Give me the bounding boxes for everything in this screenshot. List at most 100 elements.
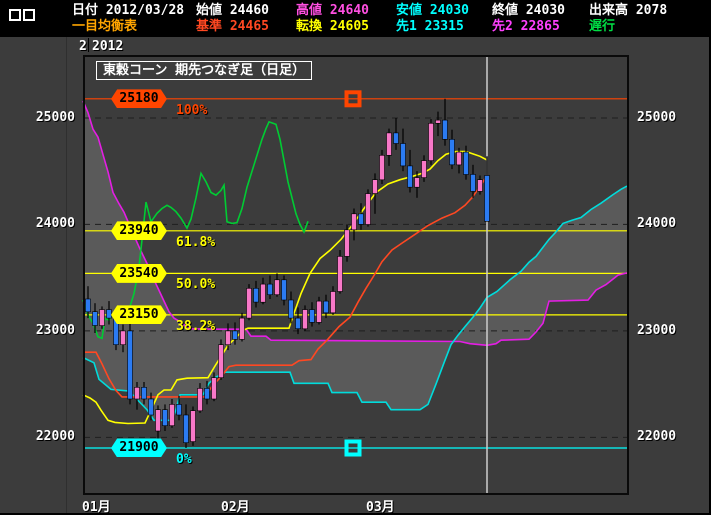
candle bbox=[225, 330, 231, 345]
candle bbox=[85, 298, 91, 313]
candle bbox=[176, 404, 182, 416]
y-axis-label: 23000 bbox=[35, 322, 75, 338]
header-high: 高値 24640 bbox=[296, 3, 369, 18]
fib-percent-label: 61.8% bbox=[176, 234, 216, 250]
candle bbox=[463, 151, 469, 175]
candle bbox=[204, 388, 210, 400]
candle bbox=[302, 309, 308, 330]
candle bbox=[351, 213, 357, 231]
candle bbox=[435, 119, 441, 124]
header-date: 日付 2012/03/28 bbox=[72, 3, 185, 18]
window-edge-bottom bbox=[0, 513, 711, 515]
candle bbox=[267, 283, 273, 296]
candle bbox=[288, 299, 294, 319]
candle bbox=[449, 139, 455, 166]
candle bbox=[344, 229, 350, 257]
fib-level-badge[interactable]: 23540 bbox=[111, 263, 167, 283]
header-open: 始値 24460 bbox=[196, 3, 269, 18]
kijun-line bbox=[83, 174, 488, 398]
fib-handle[interactable] bbox=[344, 439, 362, 457]
fib-level-badge[interactable]: 23940 bbox=[111, 221, 167, 241]
candle bbox=[477, 179, 483, 192]
header-volume: 出来高 2078 bbox=[589, 3, 668, 18]
panel-divider bbox=[66, 37, 67, 515]
candle bbox=[162, 409, 168, 427]
fib-handle[interactable] bbox=[344, 90, 362, 108]
year-tick bbox=[88, 38, 89, 52]
header-senkou1: 先1 23315 bbox=[396, 19, 464, 34]
header-bar: 日付 2012/03/28 始値 24460 高値 24640 安値 24030… bbox=[0, 0, 711, 37]
candle bbox=[183, 414, 189, 444]
candle bbox=[365, 193, 371, 225]
chart-title: 東穀コーン 期先つなぎ足（日足） bbox=[96, 61, 313, 80]
candle bbox=[134, 386, 140, 400]
y-axis-label: 25000 bbox=[637, 110, 677, 125]
header-low: 安値 24030 bbox=[396, 3, 469, 18]
candle bbox=[470, 174, 476, 192]
candle bbox=[442, 119, 448, 140]
fib-level-badge[interactable]: 21900 bbox=[111, 438, 167, 458]
senkou-span-b-line bbox=[82, 100, 628, 347]
candle bbox=[127, 330, 133, 400]
header-kijun: 基準 24465 bbox=[196, 19, 269, 34]
candle bbox=[274, 279, 280, 295]
candle bbox=[141, 386, 147, 400]
candle bbox=[407, 165, 413, 188]
y-axis-label: 24000 bbox=[35, 216, 75, 232]
window-edge-right bbox=[709, 0, 711, 515]
candle bbox=[106, 309, 112, 319]
candle bbox=[428, 123, 434, 161]
candle bbox=[386, 132, 392, 156]
candle bbox=[190, 410, 196, 442]
header-chikou: 遅行 bbox=[589, 19, 616, 34]
plot-frame bbox=[83, 55, 629, 495]
candle bbox=[197, 388, 203, 412]
x-axis-month-label: 01月 bbox=[82, 500, 111, 515]
candle bbox=[309, 309, 315, 323]
candle bbox=[414, 177, 420, 188]
candle bbox=[393, 132, 399, 144]
candle bbox=[358, 213, 364, 225]
header-ichimoku-label: 一目均衡表 bbox=[72, 19, 138, 34]
year-label: 2012 bbox=[92, 39, 124, 54]
ichimoku-cloud bbox=[83, 101, 627, 421]
candle bbox=[295, 317, 301, 330]
candle bbox=[484, 175, 490, 222]
year-prefix: 2 bbox=[79, 39, 87, 54]
candle bbox=[316, 300, 322, 323]
header-tenkan: 転換 24605 bbox=[296, 19, 369, 34]
candle bbox=[400, 143, 406, 167]
window-icon[interactable] bbox=[9, 9, 21, 21]
y-axis-label: 22000 bbox=[35, 429, 75, 445]
fib-level-badge[interactable]: 25180 bbox=[111, 89, 167, 109]
header-senkou2: 先2 22865 bbox=[492, 19, 560, 34]
candle bbox=[218, 344, 224, 379]
fib-percent-label: 50.0% bbox=[176, 277, 216, 293]
candle bbox=[120, 330, 126, 345]
x-axis-month-label: 03月 bbox=[366, 500, 395, 515]
fib-percent-label: 38.2% bbox=[176, 318, 216, 334]
candle bbox=[456, 151, 462, 166]
candle bbox=[92, 311, 98, 326]
y-axis-label: 25000 bbox=[35, 110, 75, 125]
candle bbox=[421, 160, 427, 178]
window-icon[interactable] bbox=[23, 9, 35, 21]
candle bbox=[169, 404, 175, 426]
candle bbox=[337, 256, 343, 292]
candle bbox=[211, 377, 217, 400]
fib-percent-label: 0% bbox=[176, 451, 192, 467]
candle bbox=[155, 409, 161, 432]
x-axis-month-label: 02月 bbox=[221, 500, 250, 515]
candle bbox=[281, 279, 287, 301]
candle bbox=[99, 309, 105, 326]
y-axis-label: 23000 bbox=[637, 322, 677, 338]
candle bbox=[372, 179, 378, 194]
header-close: 終値 24030 bbox=[492, 3, 565, 18]
fib-level-badge[interactable]: 23150 bbox=[111, 305, 167, 325]
candle bbox=[246, 287, 252, 319]
candle bbox=[379, 155, 385, 181]
y-axis-label: 24000 bbox=[637, 216, 677, 232]
candle bbox=[260, 283, 266, 303]
